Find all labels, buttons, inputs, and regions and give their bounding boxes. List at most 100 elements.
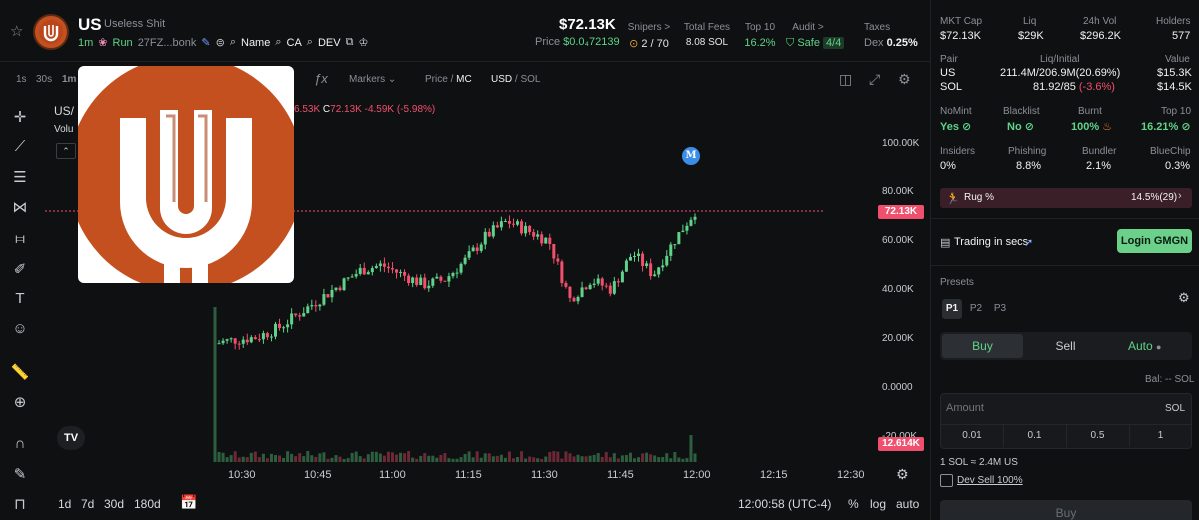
sol-liq-change: (-3.6%) bbox=[1078, 81, 1115, 93]
axis-settings-icon[interactable]: ⚙ bbox=[896, 466, 909, 482]
candle bbox=[560, 261, 564, 283]
candle bbox=[265, 333, 269, 338]
volume-bar bbox=[600, 456, 604, 462]
candle bbox=[548, 237, 552, 244]
volume-bar bbox=[290, 453, 294, 462]
tradingview-logo-icon[interactable]: TV bbox=[57, 426, 85, 450]
settings-gear-icon[interactable]: ⚙ bbox=[898, 71, 911, 87]
markers-dropdown[interactable]: Markers ⌄ bbox=[349, 74, 396, 85]
token-subrow: 1m ❀ Run 27FZ...bonk ✎ ⊜ ⌕ Name ⌕ CA ⌕ D… bbox=[78, 36, 368, 49]
preset-p2[interactable]: P2 bbox=[969, 303, 983, 314]
value-header: Value bbox=[1165, 54, 1190, 65]
liq-header: Liq/Initial bbox=[1040, 54, 1080, 65]
pattern-icon[interactable]: ⋈ bbox=[12, 199, 28, 216]
token-address[interactable]: 27FZ...bonk bbox=[137, 36, 197, 49]
range-1d[interactable]: 1d bbox=[58, 497, 72, 511]
volume-bar bbox=[253, 451, 257, 462]
search-dev-icon[interactable]: ⌕ bbox=[306, 36, 313, 48]
candle bbox=[592, 283, 596, 285]
dev-sell-checkbox[interactable] bbox=[940, 474, 953, 487]
auto-toggle[interactable]: auto bbox=[896, 497, 920, 511]
camera-icon[interactable]: ◫ bbox=[839, 71, 853, 87]
dev-search-link[interactable]: DEV bbox=[317, 36, 341, 49]
quick-amount[interactable]: 0.1 bbox=[1003, 425, 1065, 447]
magnet-icon[interactable]: ∩ bbox=[14, 435, 26, 452]
check-circle-icon: ⊘ bbox=[1181, 121, 1191, 133]
volume-bar bbox=[370, 451, 374, 462]
dev-sell-label[interactable]: Dev Sell 100% bbox=[957, 475, 1023, 486]
range-7d[interactable]: 7d bbox=[81, 497, 95, 511]
dev-marker[interactable]: M bbox=[682, 147, 700, 165]
candle bbox=[471, 247, 475, 252]
price-chart[interactable] bbox=[45, 96, 875, 466]
stat-taxes-label: Taxes bbox=[864, 22, 891, 33]
price-mc-toggle[interactable]: Price / MC bbox=[425, 74, 472, 85]
interval-30s[interactable]: 30s bbox=[36, 74, 53, 85]
zoom-in-icon[interactable]: ⊕ bbox=[13, 394, 27, 411]
emoji-icon[interactable]: ☺ bbox=[12, 320, 28, 337]
tab-sell[interactable]: Sell bbox=[1055, 339, 1076, 353]
ruler-icon[interactable]: 📏 bbox=[10, 364, 30, 381]
volume-bar bbox=[516, 457, 520, 462]
range-30d[interactable]: 30d bbox=[104, 497, 125, 511]
rug-bar[interactable] bbox=[940, 188, 1192, 208]
name-search-link[interactable]: Name bbox=[241, 36, 271, 49]
share-icon[interactable]: ⊜ bbox=[215, 37, 225, 49]
buy-button[interactable]: Buy bbox=[940, 500, 1192, 520]
crosshair-icon[interactable]: ✛ bbox=[13, 109, 27, 126]
volume-bar bbox=[241, 456, 245, 462]
search-ca-icon[interactable]: ⌕ bbox=[275, 36, 282, 48]
date-range-icon[interactable]: 📅 bbox=[180, 494, 198, 510]
flag-value: 0% bbox=[940, 160, 956, 172]
preset-p3[interactable]: P3 bbox=[993, 303, 1007, 314]
text-icon[interactable]: T bbox=[15, 290, 25, 307]
chevron-right-icon[interactable]: › bbox=[1178, 190, 1182, 202]
quick-amount[interactable]: 0.01 bbox=[962, 430, 982, 441]
candle bbox=[628, 256, 632, 261]
brush-icon[interactable]: ✐ bbox=[13, 261, 27, 278]
search-name-icon[interactable]: ⌕ bbox=[229, 36, 236, 48]
volume-bar bbox=[427, 455, 431, 462]
pen-icon[interactable]: ✎ bbox=[201, 37, 211, 49]
quick-amount[interactable]: 1 bbox=[1129, 425, 1191, 447]
indicators-fx-icon[interactable]: ƒx bbox=[314, 71, 328, 86]
usd-sol-toggle[interactable]: USD / SOL bbox=[491, 74, 541, 85]
external-link-icon[interactable]: ⧉ bbox=[345, 36, 354, 48]
candle bbox=[407, 275, 411, 284]
login-button[interactable]: Login GMGN bbox=[1117, 229, 1192, 253]
tab-auto[interactable]: Auto ● bbox=[1110, 334, 1191, 358]
volume-bar bbox=[532, 457, 536, 462]
favorite-star-icon[interactable]: ☆ bbox=[10, 23, 24, 40]
horizontal-lines-icon[interactable]: ☰ bbox=[13, 169, 27, 186]
trend-line-icon[interactable]: ⟋ bbox=[14, 138, 26, 155]
preset-p1[interactable]: P1 bbox=[942, 299, 962, 319]
rug-value: 14.5%(29) bbox=[1131, 192, 1178, 203]
lock-icon[interactable]: ⊓ bbox=[14, 496, 26, 513]
fib-icon[interactable]: ⧦ bbox=[15, 230, 25, 247]
preset-settings-icon[interactable]: ⚙ bbox=[1178, 290, 1190, 305]
y-tick: 100.00K bbox=[882, 138, 920, 149]
interval-1m[interactable]: 1m bbox=[62, 74, 77, 85]
volume-bar bbox=[520, 451, 524, 462]
log-toggle[interactable]: log bbox=[870, 497, 887, 511]
quick-amount[interactable]: 0.5 bbox=[1066, 425, 1128, 447]
stat-snipers-label[interactable]: Snipers > bbox=[627, 22, 671, 33]
stat-fees-label: Total Fees bbox=[683, 22, 731, 33]
stat-audit-label[interactable]: Audit > bbox=[792, 22, 824, 33]
interval-1s[interactable]: 1s bbox=[16, 74, 27, 85]
clock[interactable]: 12:00:58 (UTC-4) bbox=[738, 497, 832, 511]
token-avatar[interactable] bbox=[33, 14, 69, 50]
ca-search-link[interactable]: CA bbox=[286, 36, 302, 49]
volume-bar bbox=[475, 451, 479, 462]
crown-icon[interactable]: ♔ bbox=[358, 37, 369, 49]
tab-buy[interactable]: Buy bbox=[942, 334, 1023, 358]
legend-collapse-icon[interactable]: ⌃ bbox=[56, 143, 76, 159]
volume-bar bbox=[564, 451, 568, 462]
amount-input[interactable] bbox=[946, 398, 1126, 418]
fullscreen-icon[interactable]: ⤢ bbox=[869, 71, 881, 87]
range-180d[interactable]: 180d bbox=[134, 497, 161, 511]
percent-toggle[interactable]: % bbox=[848, 497, 859, 511]
token-logo-large-icon bbox=[78, 66, 294, 283]
lock-draw-icon[interactable]: ✎ bbox=[13, 466, 27, 483]
candle bbox=[588, 284, 592, 290]
